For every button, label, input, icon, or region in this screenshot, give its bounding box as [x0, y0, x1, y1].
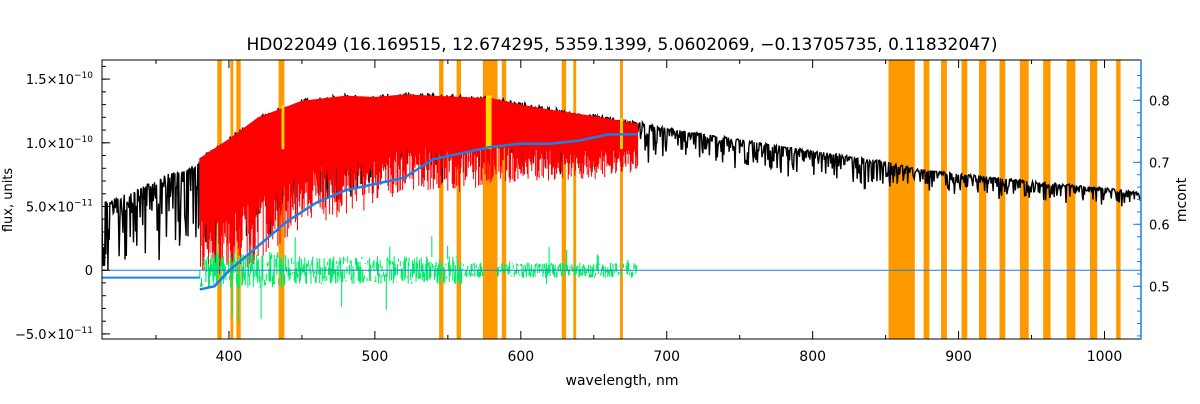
continuum-layer [102, 133, 1141, 291]
right-axis-label: mcont [1174, 177, 1190, 222]
highlight-band [485, 95, 492, 150]
x-tick-label: 900 [945, 349, 972, 365]
x-tick-label: 500 [362, 349, 389, 365]
y-axis-label: flux, units [1, 168, 16, 233]
masked-band [979, 60, 987, 339]
masked-band [1019, 60, 1029, 339]
y-tick-label: 1.0×10−10 [26, 135, 93, 152]
masked-band [573, 60, 577, 339]
residual-spectrum [199, 236, 638, 322]
y2-tick-label: 0.8 [1149, 94, 1170, 109]
x-tick-label: 600 [507, 349, 534, 365]
continuum-curve [199, 133, 638, 291]
masked-band [501, 60, 507, 339]
masked-band [941, 60, 947, 339]
masked-band [1043, 60, 1051, 339]
y2-tick-label: 0.6 [1149, 218, 1170, 233]
chart-title: HD022049 (16.169515, 12.674295, 5359.139… [247, 35, 998, 55]
x-axis-label: wavelength, nm [566, 373, 679, 389]
axes: 400 500 600 700 800 900 1000 −5.0×10−11 0 5.0×10−… [15, 60, 1170, 365]
y-tick-label: 0 [85, 264, 93, 279]
x-tick-label: 800 [799, 349, 826, 365]
masked-band [999, 60, 1006, 339]
masked-band [923, 60, 930, 339]
masked-band [561, 60, 567, 339]
masked-band [888, 60, 915, 339]
y2-tick-label: 0.5 [1149, 280, 1170, 295]
masked-band [439, 60, 444, 339]
y-tick-label: 5.0×10−11 [26, 199, 93, 216]
masked-band [1066, 60, 1076, 339]
y-tick-label: −5.0×10−11 [15, 326, 93, 343]
y-tick-label: 1.5×10−10 [26, 71, 93, 88]
masked-band [456, 60, 461, 339]
x-tick-label: 1000 [1087, 349, 1123, 365]
masked-band [620, 60, 623, 339]
model-spectrum-layer [199, 94, 639, 280]
x-tick-label: 700 [653, 349, 680, 365]
highlight-band [281, 105, 285, 150]
masked-band [961, 60, 968, 339]
model-spectrum [199, 94, 639, 280]
residual-layer [199, 236, 638, 322]
y2-tick-label: 0.7 [1149, 156, 1170, 171]
x-tick-label: 400 [216, 349, 243, 365]
